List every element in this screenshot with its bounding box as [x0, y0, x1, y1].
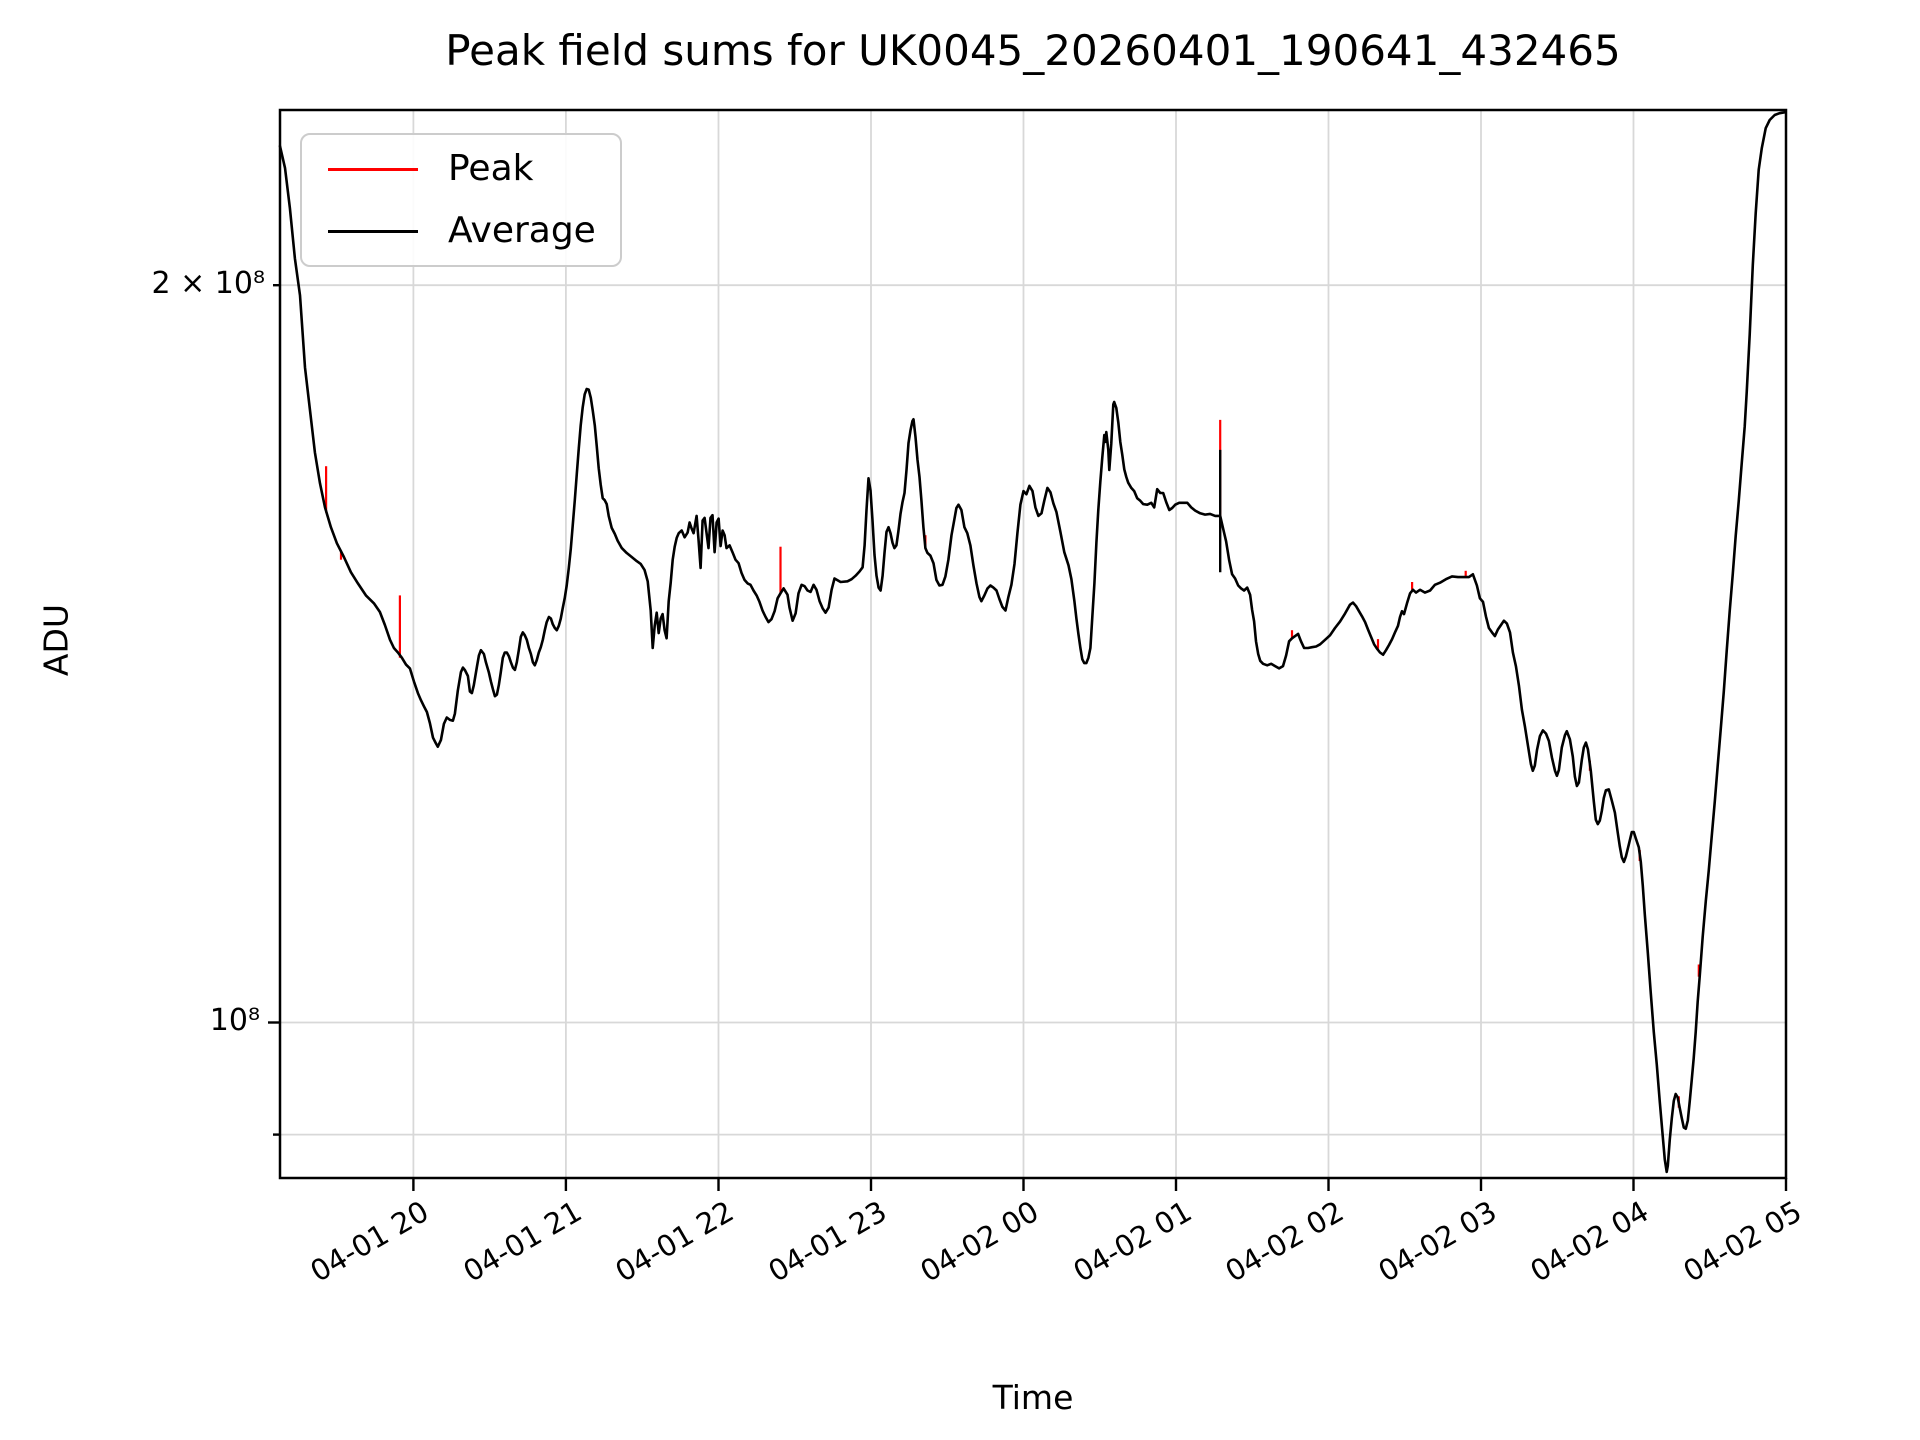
- y-tick-label: 10⁸: [209, 1003, 260, 1039]
- peak-line-sample: [328, 167, 418, 171]
- legend: Peak Average: [300, 133, 622, 267]
- legend-label-peak: Peak: [448, 148, 534, 189]
- legend-entry-peak: Peak: [302, 143, 620, 195]
- chart-title: Peak field sums for UK0045_20260401_1906…: [445, 26, 1621, 75]
- y-tick-label: 2 × 10⁸: [151, 266, 266, 302]
- legend-label-average: Average: [448, 210, 596, 251]
- average-line-sample: [328, 229, 418, 233]
- y-axis-label: ADU: [36, 603, 76, 677]
- x-axis-label: Time: [992, 1378, 1074, 1417]
- legend-entry-average: Average: [302, 205, 620, 257]
